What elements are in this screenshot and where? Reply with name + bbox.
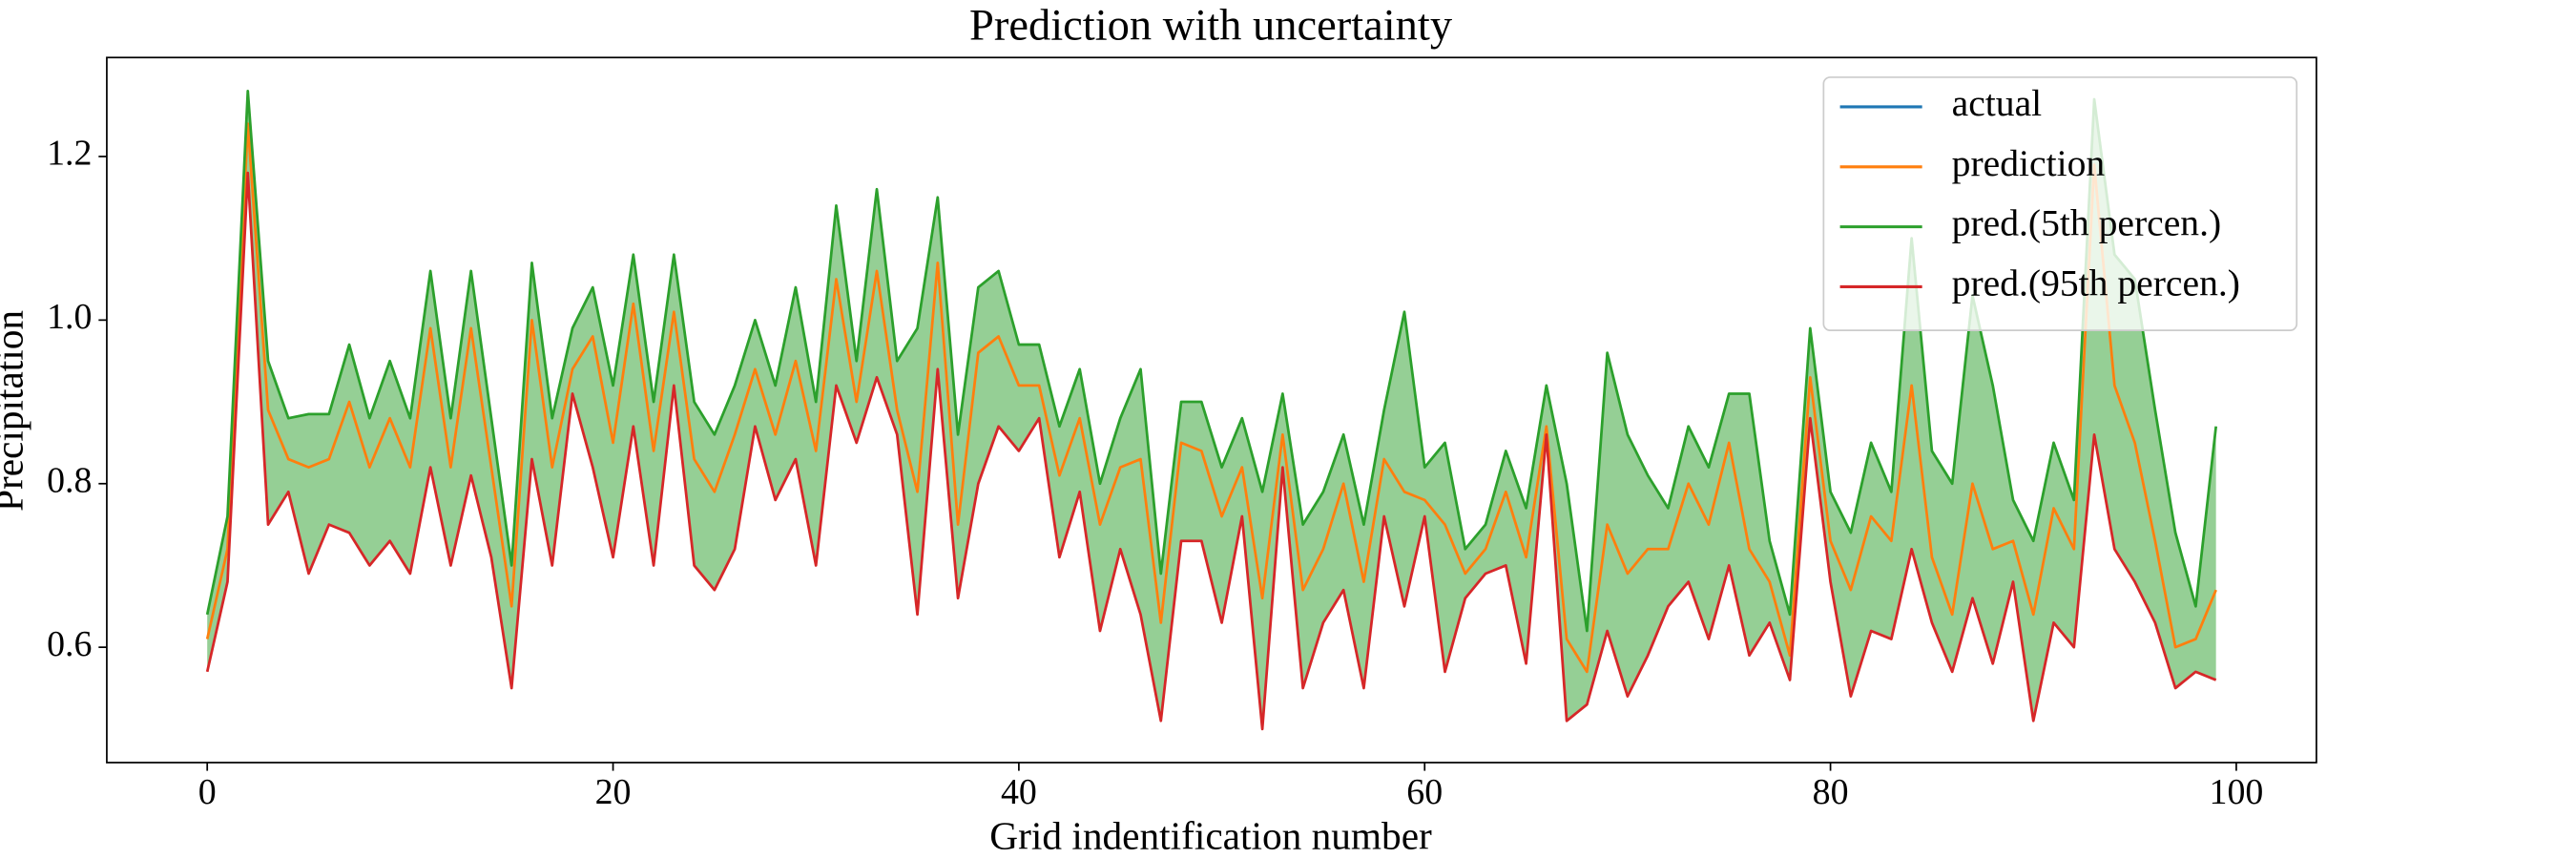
x-tick-label: 80 — [1813, 772, 1849, 812]
legend: actual prediction pred.(5th percen.) pred.(… — [1822, 76, 2298, 331]
plot-frame — [106, 56, 2317, 764]
y-tick-label: 0.6 — [47, 624, 92, 664]
x-tick-label: 40 — [1001, 772, 1037, 812]
legend-label: actual — [1952, 82, 2043, 124]
legend-label: prediction — [1952, 142, 2106, 184]
legend-box — [1822, 76, 2298, 331]
series-line — [205, 122, 2217, 674]
series-line — [205, 171, 2217, 731]
x-tick-label: 60 — [1406, 772, 1443, 812]
legend-label: pred.(5th percen.) — [1952, 202, 2222, 244]
chart-title: Prediction with uncertainty — [969, 2, 1453, 51]
y-tick-label: 0.8 — [47, 460, 92, 500]
y-axis-label: Precipitation — [0, 310, 31, 512]
y-tick-label: 1.0 — [47, 297, 92, 337]
x-tick-label: 0 — [198, 772, 217, 812]
series-line — [205, 90, 2218, 633]
x-tick-label: 20 — [595, 772, 632, 812]
x-tick-label: 100 — [2210, 772, 2264, 812]
y-tick-label: 1.2 — [47, 134, 92, 174]
legend-label: pred.(95th percen.) — [1952, 262, 2240, 304]
uncertainty-band — [207, 91, 2216, 729]
x-axis-label: Grid indentification number — [989, 813, 1432, 857]
